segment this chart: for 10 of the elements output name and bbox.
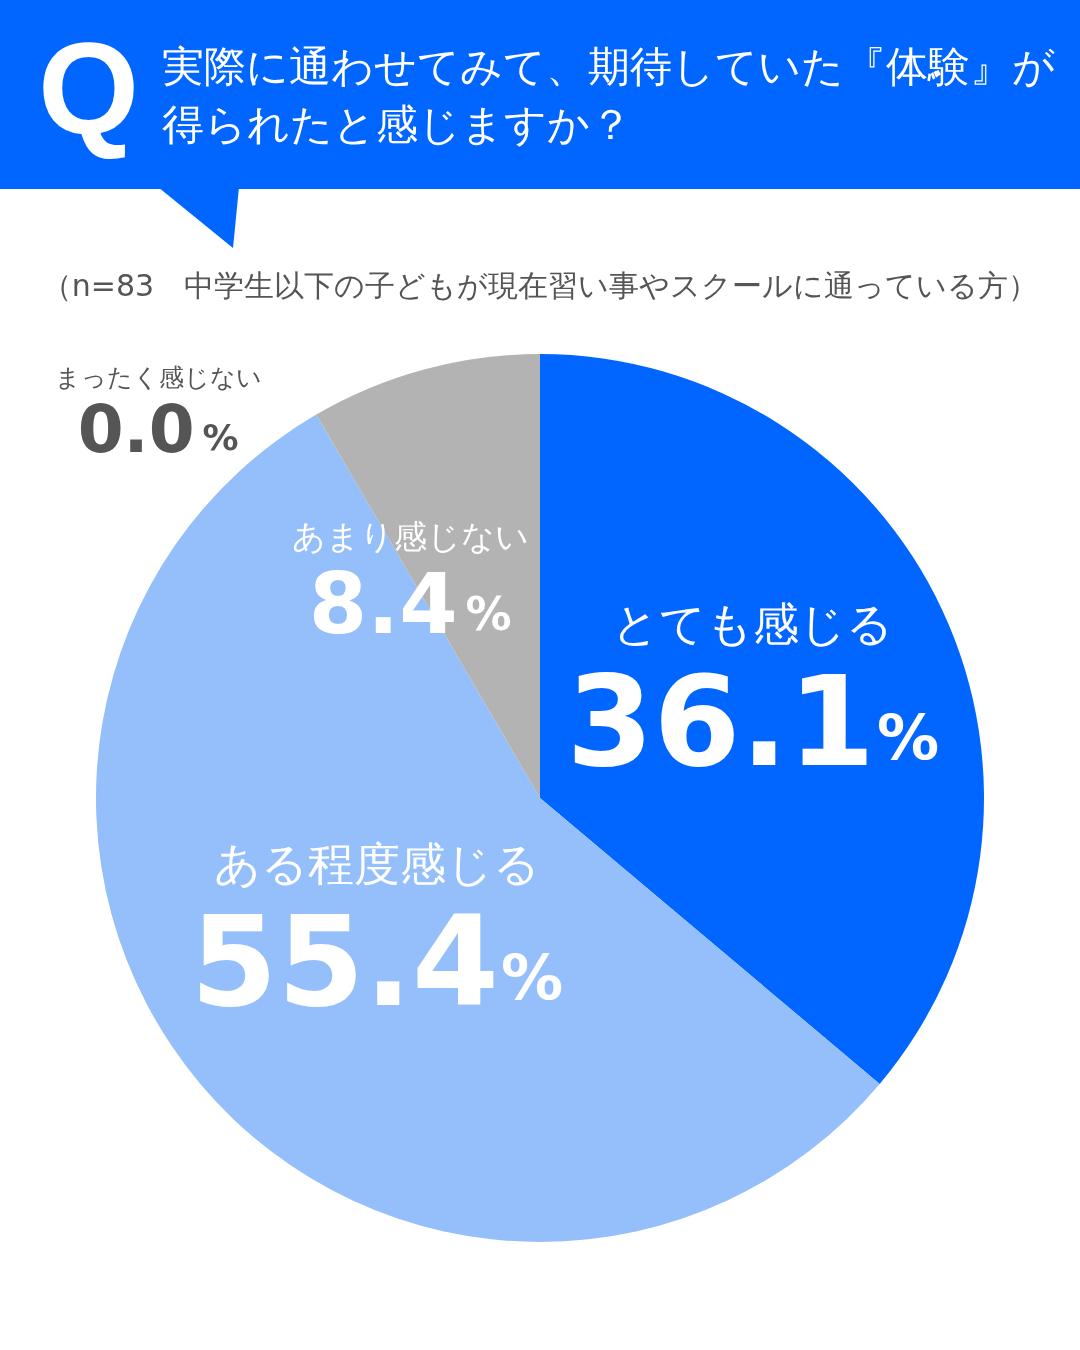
data-label: 36.1% [566, 649, 940, 795]
slice-label: とても感じる [612, 597, 894, 652]
chart-subtitle: （n=83 中学生以下の子どもが現在習い事やスクールに通っている方） [40, 267, 1040, 305]
text: 0.0% [77, 390, 239, 468]
slice-label: ある程度感じる [213, 836, 540, 891]
data-label: 55.4% [190, 889, 564, 1035]
chart-title: 実際に通わせてみて、期待していた『体験』が得られたと感じますか？ [162, 41, 1056, 151]
category-label: まったく感じない [54, 362, 262, 392]
text: Q [38, 15, 140, 161]
slice-label: あまり感じない [291, 517, 529, 557]
